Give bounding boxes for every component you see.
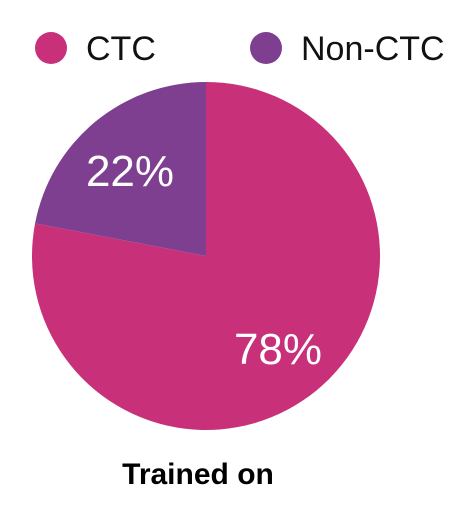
legend-label-ctc: CTC (86, 30, 156, 68)
chart-title: Trained on (122, 458, 274, 491)
pie-slices (31, 82, 380, 430)
slice-label-non-ctc: 22% (86, 147, 174, 196)
pie-slice-non-ctc (35, 82, 206, 256)
legend-swatch-ctc (35, 32, 67, 64)
slice-label-ctc: 78% (234, 325, 322, 374)
pie-slice-ctc (31, 82, 380, 430)
legend-swatch-non-ctc (250, 32, 282, 64)
legend: CTC Non-CTC (35, 30, 445, 68)
legend-label-non-ctc: Non-CTC (301, 30, 445, 68)
